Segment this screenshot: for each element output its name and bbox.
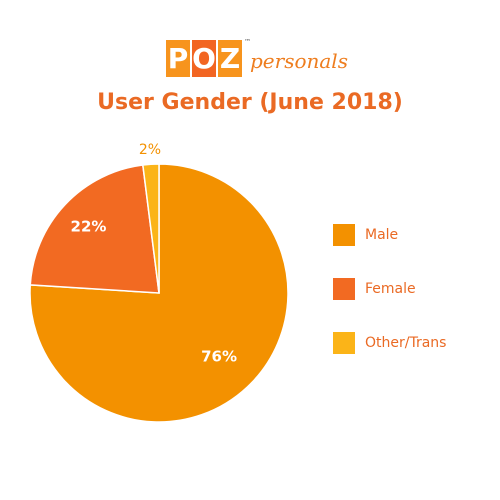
pie-label-male: 76% bbox=[201, 347, 237, 365]
legend-item-male: Male bbox=[333, 224, 446, 246]
legend-swatch-other-trans bbox=[333, 332, 355, 354]
pie-label-other-trans: 2% bbox=[139, 142, 161, 158]
logo-trademark: ™ bbox=[244, 38, 251, 46]
legend-label-other-trans: Other/Trans bbox=[365, 335, 447, 351]
logo-wordmark: personals bbox=[250, 49, 348, 73]
legend-swatch-male bbox=[333, 224, 355, 246]
legend-label-female: Female bbox=[365, 281, 416, 297]
chart-legend: Male Female Other/Trans bbox=[333, 224, 446, 386]
pie-slice-male bbox=[29, 163, 289, 423]
logo-letter-z: Z bbox=[218, 40, 242, 77]
pie-label-female: 22% bbox=[71, 217, 107, 235]
legend-item-other-trans: Other/Trans bbox=[333, 332, 446, 354]
legend-item-female: Female bbox=[333, 278, 446, 300]
logo-letter-p: P bbox=[166, 40, 190, 77]
legend-swatch-female bbox=[333, 278, 355, 300]
pie-slice-female bbox=[29, 164, 160, 294]
legend-label-male: Male bbox=[365, 227, 399, 243]
logo-letter-o: O bbox=[192, 40, 216, 77]
pie-slice-other-trans bbox=[141, 163, 160, 294]
poz-logo: P O Z ™ personals bbox=[166, 38, 348, 77]
chart-title: User Gender (June 2018) bbox=[97, 90, 403, 115]
